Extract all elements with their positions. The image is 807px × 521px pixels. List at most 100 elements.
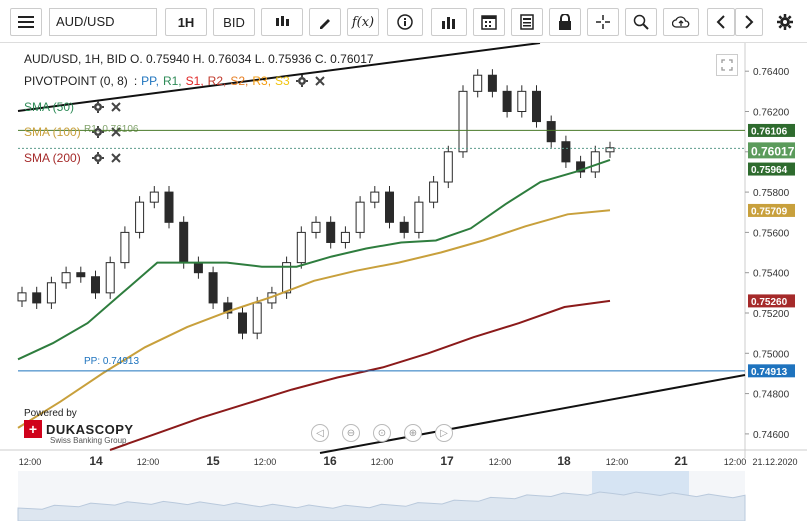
candle-body bbox=[252, 302, 262, 334]
candle-body bbox=[223, 302, 233, 314]
logo-name: DUKASCOPY bbox=[46, 421, 134, 437]
x-tick-label: 21 bbox=[674, 454, 688, 468]
indicators-button[interactable]: f(x) bbox=[347, 8, 379, 36]
y-tick-label: 0.74800 bbox=[753, 390, 790, 401]
y-tick-label: 0.75600 bbox=[753, 228, 790, 239]
y-tick-label: 0.75800 bbox=[753, 188, 790, 199]
close-icon[interactable] bbox=[110, 101, 122, 113]
y-tick-label: 0.74600 bbox=[753, 430, 790, 441]
gear-icon[interactable] bbox=[92, 152, 104, 164]
candle-body bbox=[179, 221, 189, 264]
candle-body bbox=[17, 292, 27, 302]
candle-body bbox=[546, 121, 556, 143]
price-label-box bbox=[748, 142, 795, 159]
gear-icon[interactable] bbox=[295, 75, 308, 87]
chevron-right-icon bbox=[745, 15, 754, 29]
candle-body bbox=[473, 74, 483, 92]
scroll-left-button[interactable] bbox=[707, 8, 735, 36]
x-tick-label: 12:00 bbox=[137, 457, 160, 467]
sma50-indicator-name: SMA (50) bbox=[24, 100, 75, 114]
settings-button[interactable] bbox=[771, 8, 799, 36]
pan-right-button[interactable]: ▷ bbox=[435, 424, 453, 442]
menu-button[interactable] bbox=[10, 8, 42, 36]
gear-icon[interactable] bbox=[92, 101, 104, 113]
lock-icon bbox=[559, 14, 571, 30]
zoom-button[interactable] bbox=[625, 8, 657, 36]
close-icon[interactable] bbox=[314, 75, 326, 87]
price-label-box bbox=[748, 294, 795, 308]
x-tick-label: 15 bbox=[206, 454, 220, 468]
sma100-indicator-name: SMA (100) bbox=[24, 125, 81, 139]
x-tick-label: 12:00 bbox=[19, 457, 42, 467]
hamburger-icon bbox=[18, 16, 34, 28]
candle-body bbox=[164, 191, 174, 223]
close-icon[interactable] bbox=[110, 126, 122, 138]
chart-type-button[interactable] bbox=[261, 8, 303, 36]
bar-chart-icon bbox=[442, 17, 455, 29]
price-label-text: 0.76017 bbox=[751, 144, 795, 158]
candle-body bbox=[590, 151, 600, 173]
pivot-level-s1: S1, bbox=[185, 74, 204, 88]
lock-button[interactable] bbox=[549, 8, 581, 36]
sma200-indicator-row: SMA (200) bbox=[24, 151, 122, 165]
triangle-right-icon: ▷ bbox=[440, 427, 448, 439]
candle-body bbox=[149, 191, 159, 203]
powered-by-label: Powered by bbox=[24, 408, 77, 419]
price-side-button[interactable]: BID bbox=[213, 8, 255, 36]
candle-body bbox=[532, 90, 541, 123]
pivot-level-s3: S3 bbox=[275, 74, 290, 88]
pivot-level-s2: S2, bbox=[230, 74, 249, 88]
pivot-legend-colon: : bbox=[133, 74, 138, 88]
candle-body bbox=[193, 262, 203, 274]
zoom-out-button[interactable]: ⊖ bbox=[342, 424, 360, 442]
price-chart[interactable]: 0.764000.762000.760000.758000.756000.754… bbox=[0, 43, 807, 521]
logo-sub: Swiss Banking Group bbox=[50, 436, 127, 445]
candle-body bbox=[135, 201, 145, 233]
x-tick-label: 12:00 bbox=[254, 457, 277, 467]
close-icon[interactable] bbox=[110, 152, 122, 164]
pivot-level-r3: R3, bbox=[252, 74, 272, 88]
price-label-text: 0.74913 bbox=[751, 367, 788, 378]
x-tick-label: 14 bbox=[89, 454, 103, 468]
candle-body bbox=[282, 262, 292, 294]
candle-body bbox=[120, 231, 130, 264]
sma-line-1 bbox=[17, 158, 611, 361]
expand-button[interactable] bbox=[716, 54, 738, 76]
y-tick-label: 0.75400 bbox=[753, 269, 790, 280]
gear-icon[interactable] bbox=[92, 126, 104, 138]
candle-body bbox=[561, 141, 571, 163]
sma-line-3 bbox=[109, 299, 611, 451]
timeframe-button[interactable]: 1H bbox=[165, 8, 207, 36]
dukascopy-logo: + DUKASCOPY Swiss Banking Group bbox=[24, 420, 134, 445]
candle-body bbox=[76, 272, 86, 278]
price-label-text: 0.75964 bbox=[751, 165, 788, 176]
price-label-box bbox=[748, 123, 795, 137]
candle-body bbox=[326, 221, 336, 243]
info-button[interactable] bbox=[387, 8, 423, 36]
symbol-input[interactable]: AUD/USD bbox=[49, 8, 157, 36]
draw-button[interactable] bbox=[309, 8, 341, 36]
triangle-left-icon: ◁ bbox=[316, 427, 324, 439]
reset-zoom-button[interactable]: ⊙ bbox=[373, 424, 391, 442]
candle-body bbox=[576, 161, 586, 173]
x-tick-label: 12:00 bbox=[724, 457, 747, 467]
price-label-text: 0.75260 bbox=[751, 297, 788, 308]
volume-button[interactable] bbox=[431, 8, 467, 36]
upper-trend-line bbox=[17, 43, 541, 112]
zoom-reset-icon: ⊙ bbox=[377, 427, 387, 439]
candle-body bbox=[105, 262, 115, 294]
cloud-button[interactable] bbox=[663, 8, 699, 36]
scroll-right-button[interactable] bbox=[735, 8, 763, 36]
candle-body bbox=[429, 181, 439, 203]
pivot-indicator-name: PIVOTPOINT (0, 8) bbox=[24, 74, 128, 88]
candle-body bbox=[355, 201, 365, 233]
y-tick-label: 0.75000 bbox=[753, 349, 790, 360]
candle-body bbox=[46, 282, 56, 304]
crosshair-button[interactable] bbox=[587, 8, 619, 36]
news-button[interactable] bbox=[511, 8, 543, 36]
gear-icon bbox=[777, 14, 793, 30]
pencil-icon bbox=[320, 19, 330, 29]
zoom-in-button[interactable]: ⊕ bbox=[404, 424, 422, 442]
calendar-button[interactable] bbox=[473, 8, 505, 36]
pan-left-button[interactable]: ◁ bbox=[311, 424, 329, 442]
